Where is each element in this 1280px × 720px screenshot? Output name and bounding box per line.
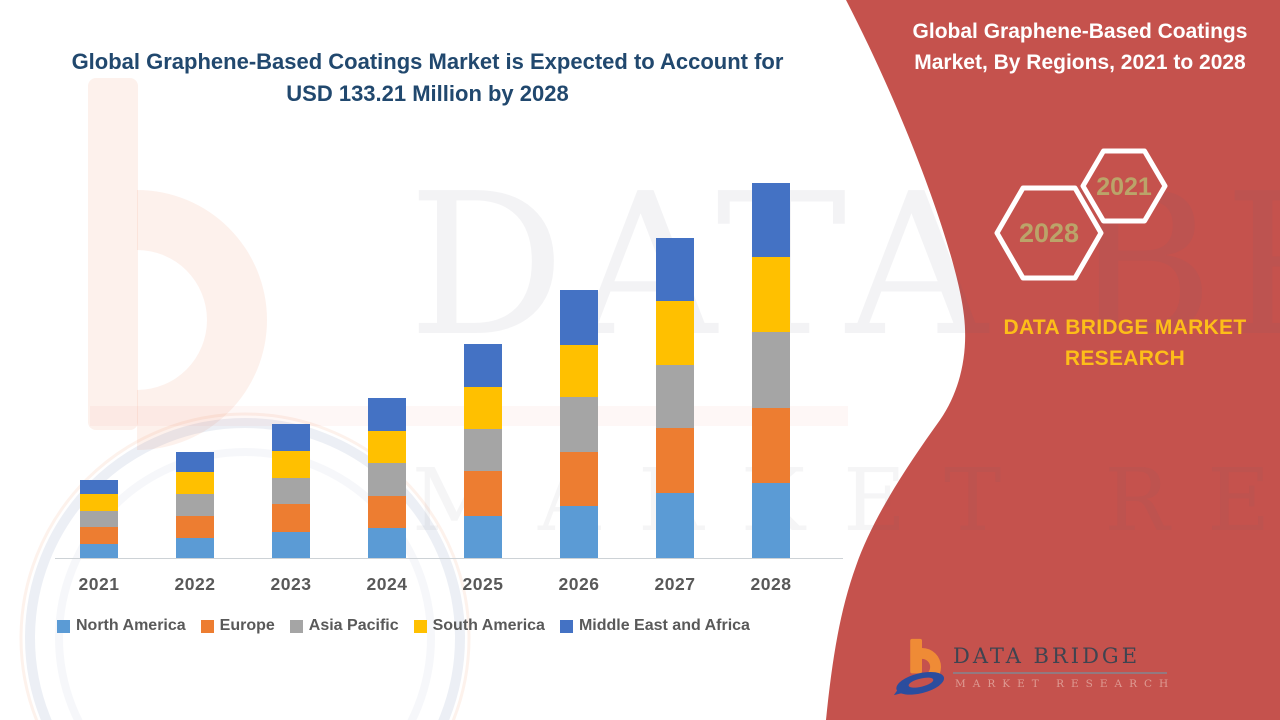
bar-segment-north-america-2023 xyxy=(272,531,310,559)
bar-chart-plot-area xyxy=(55,183,845,559)
bar-segment-asia-pacific-2022 xyxy=(176,494,214,517)
bar-segment-north-america-2025 xyxy=(464,516,502,559)
bar-segment-middle-east-and-africa-2022 xyxy=(176,452,214,473)
bar-segment-north-america-2021 xyxy=(80,544,118,559)
footer-logo-name: DATA BRIDGE xyxy=(953,644,1141,668)
stacked-bar-2027 xyxy=(656,238,694,559)
stacked-bar-2021 xyxy=(80,480,118,559)
bar-segment-middle-east-and-africa-2025 xyxy=(464,344,502,388)
bar-segment-south-america-2023 xyxy=(272,450,310,479)
legend-label: Middle East and Africa xyxy=(578,617,750,634)
bar-segment-middle-east-and-africa-2026 xyxy=(560,290,598,346)
bar-segment-asia-pacific-2027 xyxy=(656,365,694,429)
x-axis-label-2022: 2022 xyxy=(174,574,216,594)
bar-segment-south-america-2026 xyxy=(560,345,598,398)
bar-segment-middle-east-and-africa-2027 xyxy=(656,238,694,302)
chart-title: Global Graphene-Based Coatings Market is… xyxy=(71,49,784,106)
side-panel-title: Global Graphene-Based Coatings Market, B… xyxy=(912,20,1248,74)
legend-label: North America xyxy=(76,617,186,634)
legend-label: Europe xyxy=(219,617,275,634)
hexagon-2021-label: 2021 xyxy=(1096,173,1152,201)
legend-swatch xyxy=(413,619,427,633)
bar-segment-europe-2026 xyxy=(560,452,598,506)
bar-segment-south-america-2022 xyxy=(176,472,214,495)
hexagon-2028-label: 2028 xyxy=(1019,218,1079,248)
stacked-bar-2025 xyxy=(464,344,502,559)
bar-segment-north-america-2028 xyxy=(752,483,790,559)
legend-swatch xyxy=(289,619,303,633)
bar-segment-north-america-2026 xyxy=(560,505,598,559)
bar-segment-europe-2025 xyxy=(464,471,502,517)
legend-item-south-america: South America xyxy=(413,617,545,635)
stacked-bar-2022 xyxy=(176,452,214,559)
x-axis-label-2021: 2021 xyxy=(78,574,120,594)
legend-item-middle-east-and-africa: Middle East and Africa xyxy=(559,617,750,635)
stacked-bar-2028 xyxy=(752,183,790,559)
bar-segment-europe-2027 xyxy=(656,428,694,493)
bar-segment-south-america-2021 xyxy=(80,494,118,512)
x-axis-label-2025: 2025 xyxy=(462,574,504,594)
bar-segment-asia-pacific-2024 xyxy=(368,463,406,497)
x-axis-labels: 2021 2022 2023 2024 2025 2026 2027 2028 xyxy=(55,574,845,598)
bar-segment-south-america-2024 xyxy=(368,431,406,464)
bar-segment-asia-pacific-2026 xyxy=(560,397,598,453)
hexagon-2021 xyxy=(1080,148,1168,224)
legend-label: South America xyxy=(432,617,545,634)
x-axis-label-2023: 2023 xyxy=(270,574,312,594)
bar-segment-asia-pacific-2021 xyxy=(80,511,118,528)
brand-heading: DATA BRIDGE MARKET RESEARCH xyxy=(1003,316,1247,370)
chart-legend: North America Europe Asia Pacific South Ame… xyxy=(57,617,857,635)
legend-swatch xyxy=(559,619,573,633)
legend-item-north-america: North America xyxy=(57,617,186,635)
x-axis-line xyxy=(55,558,843,559)
bar-segment-north-america-2027 xyxy=(656,492,694,559)
bar-segment-asia-pacific-2023 xyxy=(272,478,310,505)
bar-segment-north-america-2024 xyxy=(368,527,406,559)
bar-segment-middle-east-and-africa-2028 xyxy=(752,183,790,258)
footer-logo-rule xyxy=(953,672,1167,674)
footer-logo: DATA BRIDGE MARKET RESEARCH xyxy=(893,634,1223,704)
x-axis-label-2027: 2027 xyxy=(654,574,696,594)
stacked-bar-2023 xyxy=(272,423,310,559)
legend-item-europe: Europe xyxy=(200,617,275,635)
bar-segment-asia-pacific-2028 xyxy=(752,332,790,409)
bar-segment-south-america-2025 xyxy=(464,387,502,430)
bar-segment-europe-2028 xyxy=(752,408,790,484)
bar-segment-south-america-2028 xyxy=(752,257,790,333)
bar-segment-middle-east-and-africa-2024 xyxy=(368,398,406,432)
legend-item-asia-pacific: Asia Pacific xyxy=(289,617,399,635)
x-axis-label-2026: 2026 xyxy=(558,574,600,594)
bar-segment-europe-2023 xyxy=(272,504,310,532)
bar-segment-north-america-2022 xyxy=(176,538,214,559)
hexagon-2028 xyxy=(994,185,1104,281)
x-axis-label-2028: 2028 xyxy=(750,574,792,594)
bar-segment-europe-2022 xyxy=(176,516,214,539)
stacked-bar-2026 xyxy=(560,290,598,559)
legend-label: Asia Pacific xyxy=(308,617,399,634)
footer-logo-tagline: MARKET RESEARCH xyxy=(955,678,1176,690)
stacked-bar-2024 xyxy=(368,398,406,559)
bar-segment-south-america-2027 xyxy=(656,301,694,366)
bar-segment-europe-2024 xyxy=(368,496,406,528)
x-axis-label-2024: 2024 xyxy=(366,574,408,594)
bar-segment-europe-2021 xyxy=(80,527,118,544)
bar-segment-middle-east-and-africa-2023 xyxy=(272,423,310,451)
legend-swatch xyxy=(200,619,214,633)
legend-swatch xyxy=(57,619,70,633)
data-bridge-logo-icon xyxy=(893,638,945,696)
bar-segment-asia-pacific-2025 xyxy=(464,429,502,472)
bar-segment-middle-east-and-africa-2021 xyxy=(80,480,118,495)
